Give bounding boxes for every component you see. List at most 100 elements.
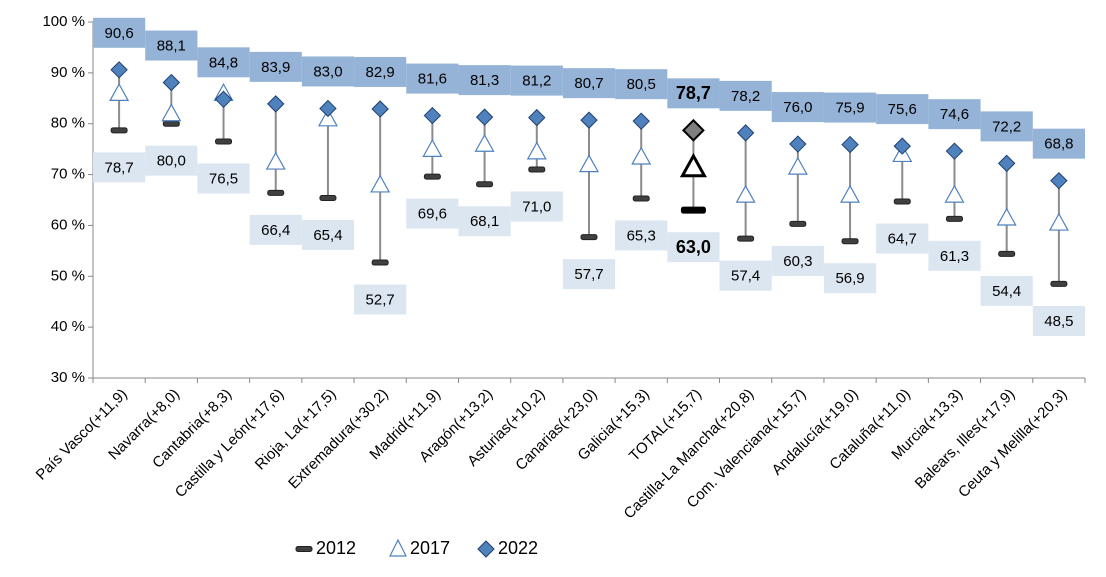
marker-2012 (893, 198, 911, 205)
label-box-2012 (667, 232, 720, 263)
y-tick-label: 40 % (51, 318, 85, 335)
marker-2022 (945, 142, 964, 160)
value-label-2012: 78,7 (105, 159, 134, 176)
marker-2022 (475, 108, 494, 126)
value-label-2012: 56,9 (835, 270, 864, 287)
marker-2017 (526, 141, 547, 160)
legend-marker-2017 (389, 538, 407, 557)
value-label-2022: 83,9 (261, 59, 290, 76)
y-tick-label: 70 % (51, 166, 85, 183)
value-label-2012: 64,7 (888, 230, 917, 247)
value-label-2012: 65,4 (313, 227, 342, 244)
value-label-2022: 68,8 (1044, 136, 1073, 153)
legend-marker-2022 (477, 540, 495, 558)
marker-2022 (528, 108, 546, 127)
label-box-2012 (93, 152, 146, 183)
marker-2012 (680, 206, 706, 214)
marker-2017 (265, 151, 286, 170)
value-label-2022: 81,3 (470, 72, 499, 89)
marker-2017 (1048, 212, 1069, 231)
label-box-2012 (249, 214, 302, 245)
label-box-2012 (562, 259, 616, 290)
label-box-2022 (667, 78, 720, 109)
marker-2012 (737, 235, 755, 242)
marker-2012 (789, 220, 807, 227)
label-box-2022 (1032, 128, 1085, 159)
marker-2017 (996, 207, 1017, 226)
label-box-2022 (823, 92, 877, 123)
marker-2022 (789, 135, 807, 153)
marker-2012 (841, 238, 859, 245)
label-box-2022 (615, 69, 668, 100)
value-label-2012: 60,3 (783, 253, 812, 270)
marker-2017 (679, 152, 707, 178)
label-box-2022 (93, 17, 146, 48)
value-label-2012: 80,0 (157, 153, 186, 170)
marker-2022 (267, 95, 285, 113)
marker-2017 (370, 174, 391, 193)
label-box-2012 (615, 220, 668, 251)
value-label-2012: 61,3 (940, 248, 969, 265)
label-box-2012 (145, 145, 198, 176)
value-label-2012: 65,3 (627, 227, 656, 244)
value-label-2012: 69,6 (418, 206, 447, 223)
label-box-2022 (145, 30, 198, 61)
marker-2012 (1050, 280, 1068, 287)
marker-2022 (1050, 171, 1068, 190)
marker-2012 (423, 173, 441, 180)
value-label-2022: 83,0 (313, 63, 342, 80)
marker-2012 (162, 120, 180, 127)
label-box-2012 (876, 223, 929, 254)
legend-label: 2012 (316, 538, 356, 558)
marker-2012 (998, 250, 1016, 257)
label-box-2022 (301, 56, 355, 87)
label-box-2022 (197, 47, 250, 78)
value-label-2012: 57,7 (574, 266, 603, 283)
value-label-2012: 76,5 (209, 170, 238, 187)
y-tick-label: 90 % (51, 64, 85, 81)
marker-2022 (162, 73, 181, 92)
label-box-2012 (928, 240, 981, 271)
label-box-2022 (562, 68, 616, 99)
marker-2012 (528, 166, 546, 173)
value-label-2012: 57,4 (731, 268, 760, 285)
marker-2017 (944, 184, 965, 203)
marker-2012 (215, 138, 233, 145)
label-box-2012 (458, 206, 511, 237)
label-box-2022 (719, 80, 772, 111)
marker-2017 (840, 184, 861, 203)
label-box-2012 (301, 219, 355, 250)
value-label-2012: 68,1 (470, 213, 499, 230)
label-box-2022 (928, 99, 981, 130)
value-label-2012: 66,4 (261, 222, 290, 239)
value-label-2022: 75,9 (835, 100, 864, 117)
label-box-2022 (980, 111, 1033, 142)
label-box-2012 (823, 263, 877, 294)
label-box-2012 (980, 275, 1033, 306)
marker-2012 (945, 215, 963, 222)
marker-2022 (841, 135, 859, 154)
marker-2022 (319, 99, 337, 118)
value-label-2022: 75,6 (888, 101, 917, 118)
marker-2022 (682, 118, 705, 142)
marker-2017 (631, 146, 652, 165)
value-label-2022: 78,7 (676, 83, 711, 103)
marker-2022 (371, 100, 389, 118)
value-label-2022: 80,5 (627, 76, 656, 93)
marker-2017 (109, 82, 130, 102)
value-label-2022: 88,1 (157, 37, 186, 54)
legend-marker-2012 (295, 546, 313, 552)
label-box-2012 (354, 284, 407, 315)
label-box-2012 (771, 245, 824, 276)
label-box-2012 (406, 198, 459, 229)
label-box-2022 (458, 65, 511, 96)
value-label-2022: 74,6 (940, 106, 969, 123)
y-tick-label: 100 % (42, 13, 85, 30)
value-label-2012: 48,5 (1044, 313, 1073, 330)
value-label-2012: 71,0 (522, 198, 551, 215)
marker-2022 (893, 137, 911, 155)
value-label-2022: 81,6 (418, 71, 447, 88)
label-box-2012 (1032, 305, 1085, 336)
value-label-2022: 76,0 (783, 99, 812, 116)
marker-2022 (580, 111, 598, 129)
